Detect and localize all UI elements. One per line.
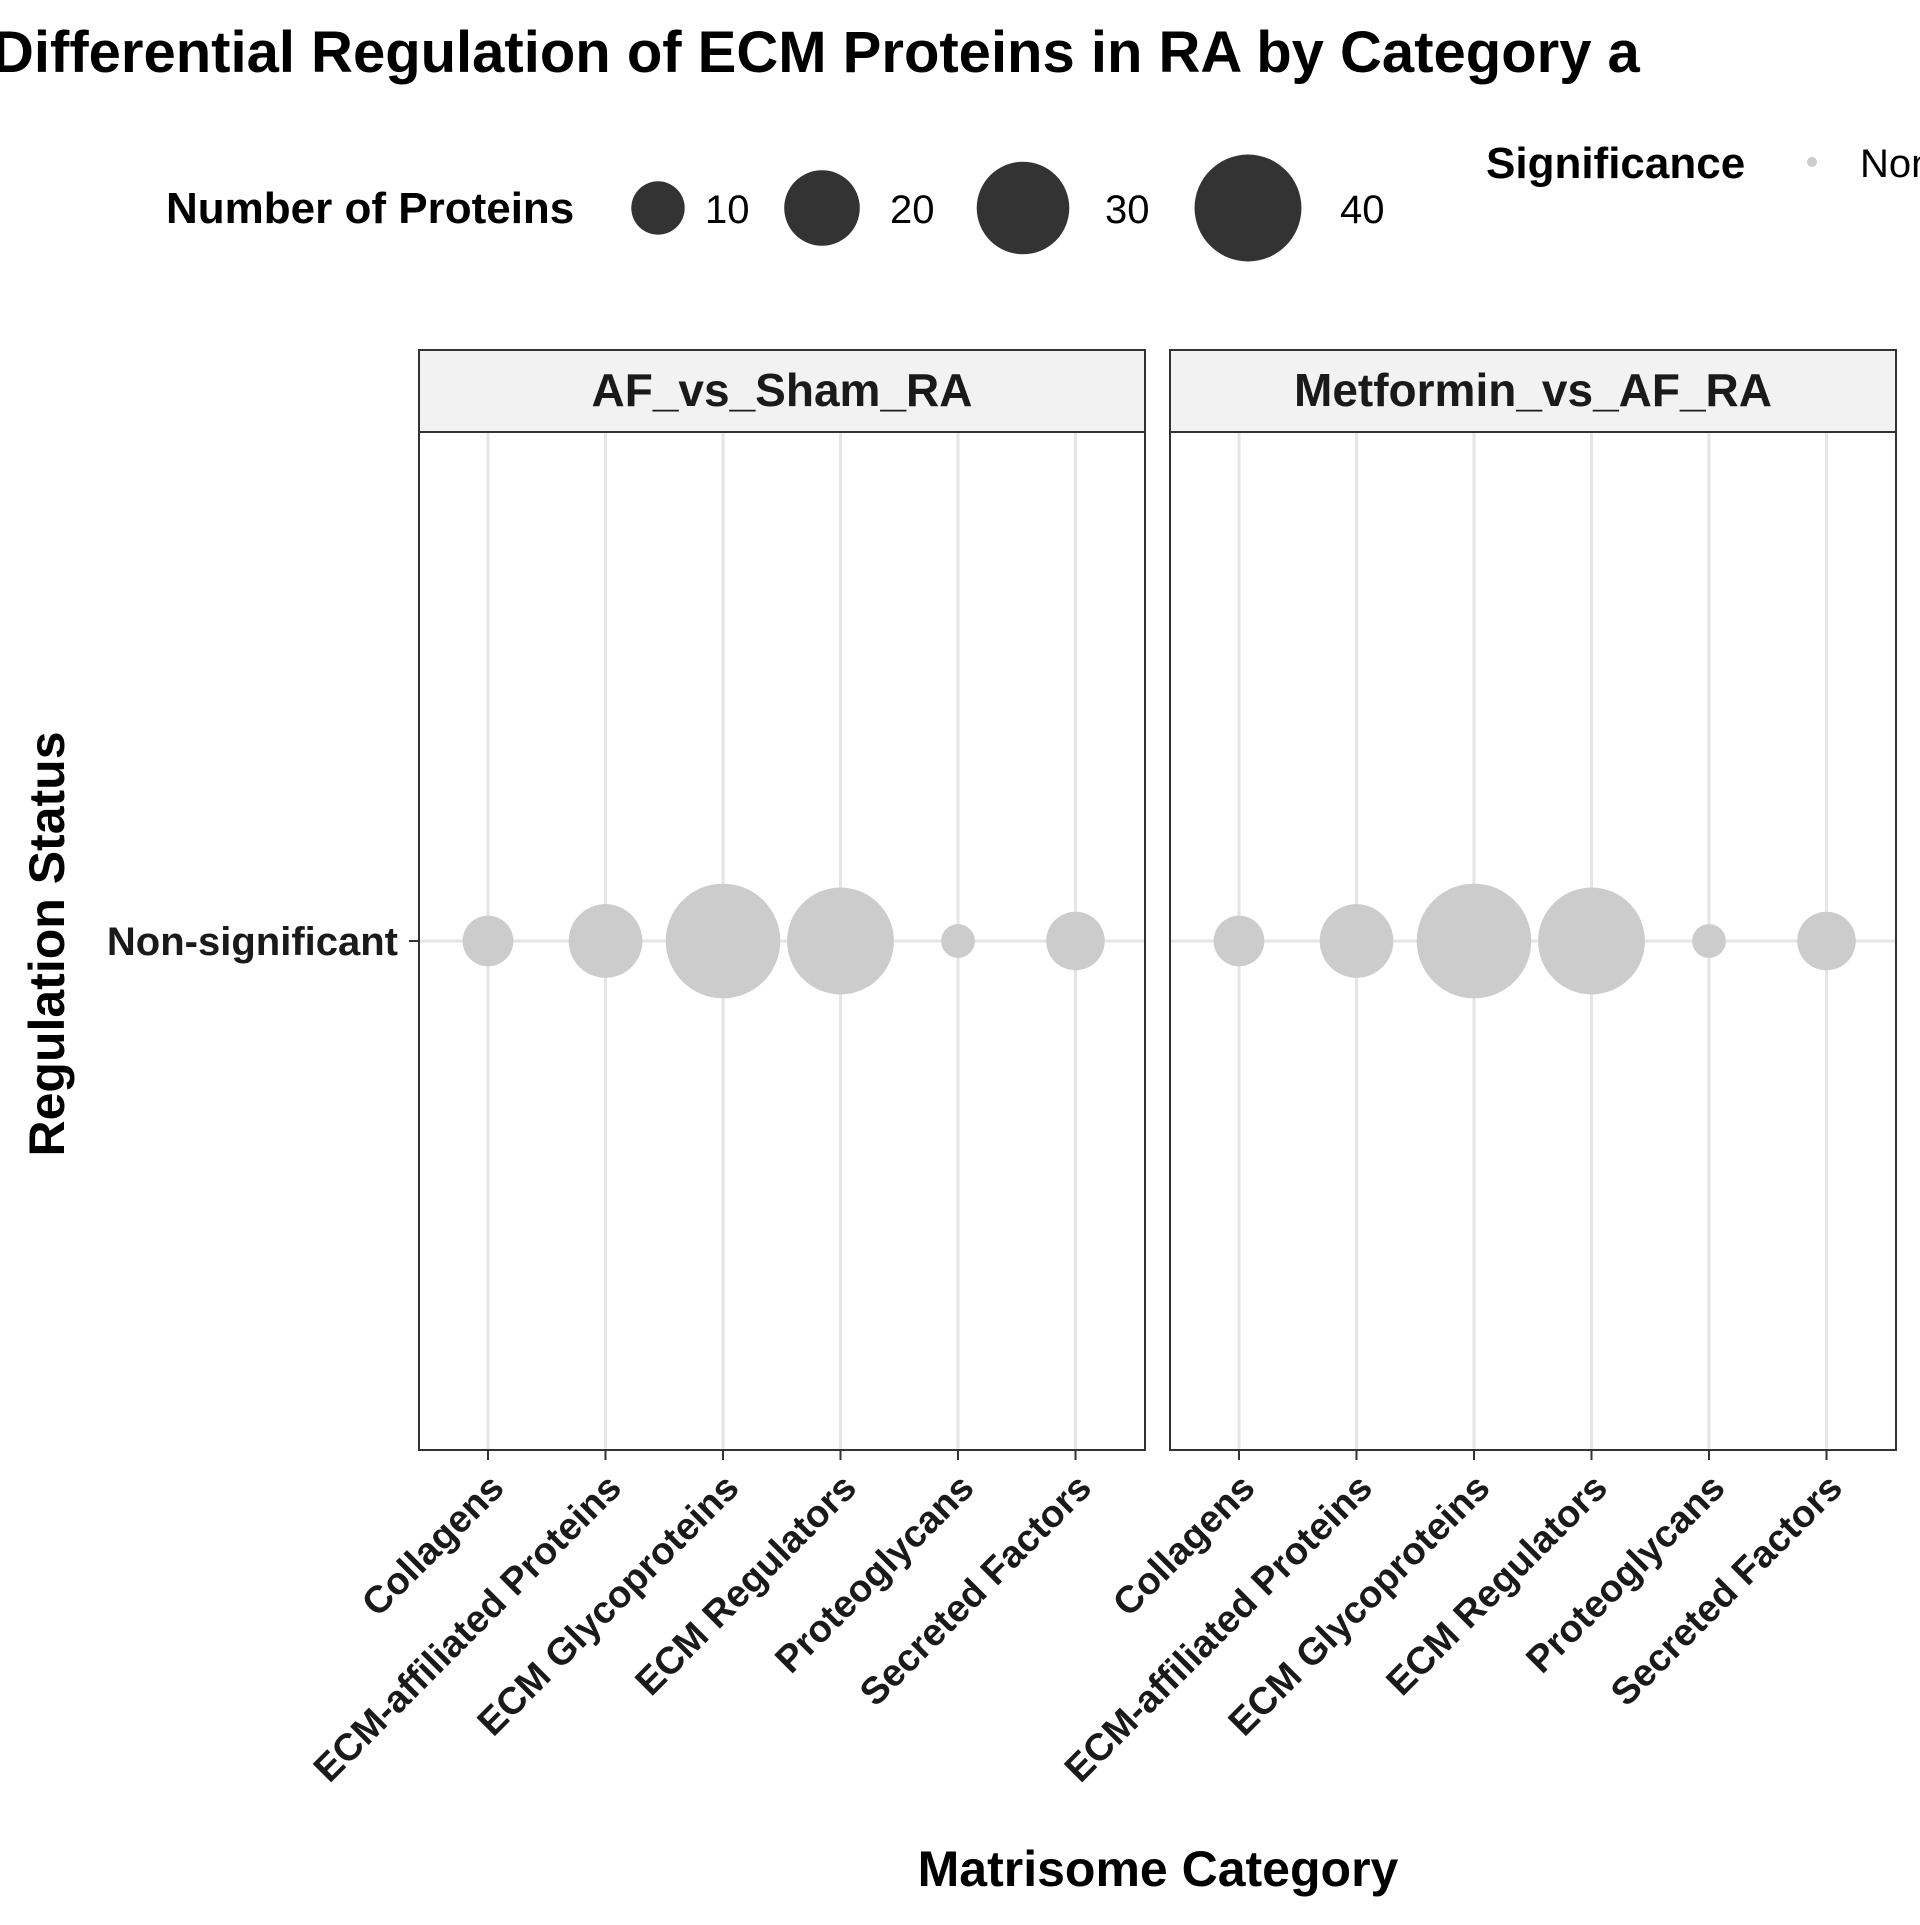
y-tick-label: Non-significant bbox=[107, 920, 398, 964]
bubble-point bbox=[941, 924, 975, 958]
bubble-point bbox=[568, 904, 643, 978]
size-legend-label: 10 bbox=[705, 188, 750, 232]
size-legend: 10 20 30 40 bbox=[631, 154, 1385, 262]
bubble-point bbox=[665, 883, 781, 999]
size-legend-key-20 bbox=[784, 170, 860, 246]
bubble-point bbox=[1692, 924, 1726, 958]
size-legend-label: 20 bbox=[890, 188, 935, 232]
x-tick-label: Proteoglycans bbox=[767, 1467, 982, 1682]
bubble-point bbox=[1538, 887, 1645, 995]
x-tick-label: ECM Regulators bbox=[628, 1467, 865, 1704]
size-legend-key-30 bbox=[976, 161, 1070, 255]
chart-title: Differential Regulation of ECM Proteins … bbox=[0, 20, 1641, 85]
bubble-point bbox=[787, 887, 894, 995]
size-legend-label: 40 bbox=[1340, 188, 1385, 232]
facet-strip-label: Metformin_vs_AF_RA bbox=[1294, 364, 1772, 416]
bubble-point bbox=[1797, 911, 1856, 971]
color-legend-key bbox=[1807, 157, 1817, 167]
bubble-point bbox=[462, 915, 514, 967]
facet-strip-label: AF_vs_Sham_RA bbox=[592, 364, 973, 416]
bubble-point bbox=[1416, 883, 1532, 999]
x-tick-label: Secreted Factors bbox=[1603, 1467, 1851, 1715]
size-legend-key-40 bbox=[1194, 154, 1302, 262]
color-legend: Non bbox=[1807, 142, 1920, 186]
x-axis-title: Matrisome Category bbox=[918, 1841, 1399, 1897]
x-tick-label: Proteoglycans bbox=[1518, 1467, 1733, 1682]
size-legend-label: 30 bbox=[1105, 188, 1150, 232]
size-legend-key-10 bbox=[631, 181, 685, 235]
x-tick-label: ECM Regulators bbox=[1379, 1467, 1616, 1704]
y-axis-title: Regulation Status bbox=[19, 731, 75, 1156]
color-legend-title: Significance bbox=[1486, 139, 1745, 188]
bubble-point bbox=[1213, 915, 1265, 967]
bubble-point bbox=[1319, 904, 1394, 978]
color-legend-label: Non bbox=[1860, 142, 1920, 186]
size-legend-title: Number of Proteins bbox=[166, 184, 574, 233]
panel-border bbox=[1169, 431, 1897, 1451]
facet-strip bbox=[1169, 349, 1897, 433]
facet-strip bbox=[418, 349, 1146, 433]
facet-panel: Metformin_vs_AF_RACollagensECM-affiliate… bbox=[1057, 349, 1897, 1790]
x-tick-label: Secreted Factors bbox=[852, 1467, 1100, 1715]
bubble-point bbox=[1046, 911, 1105, 971]
